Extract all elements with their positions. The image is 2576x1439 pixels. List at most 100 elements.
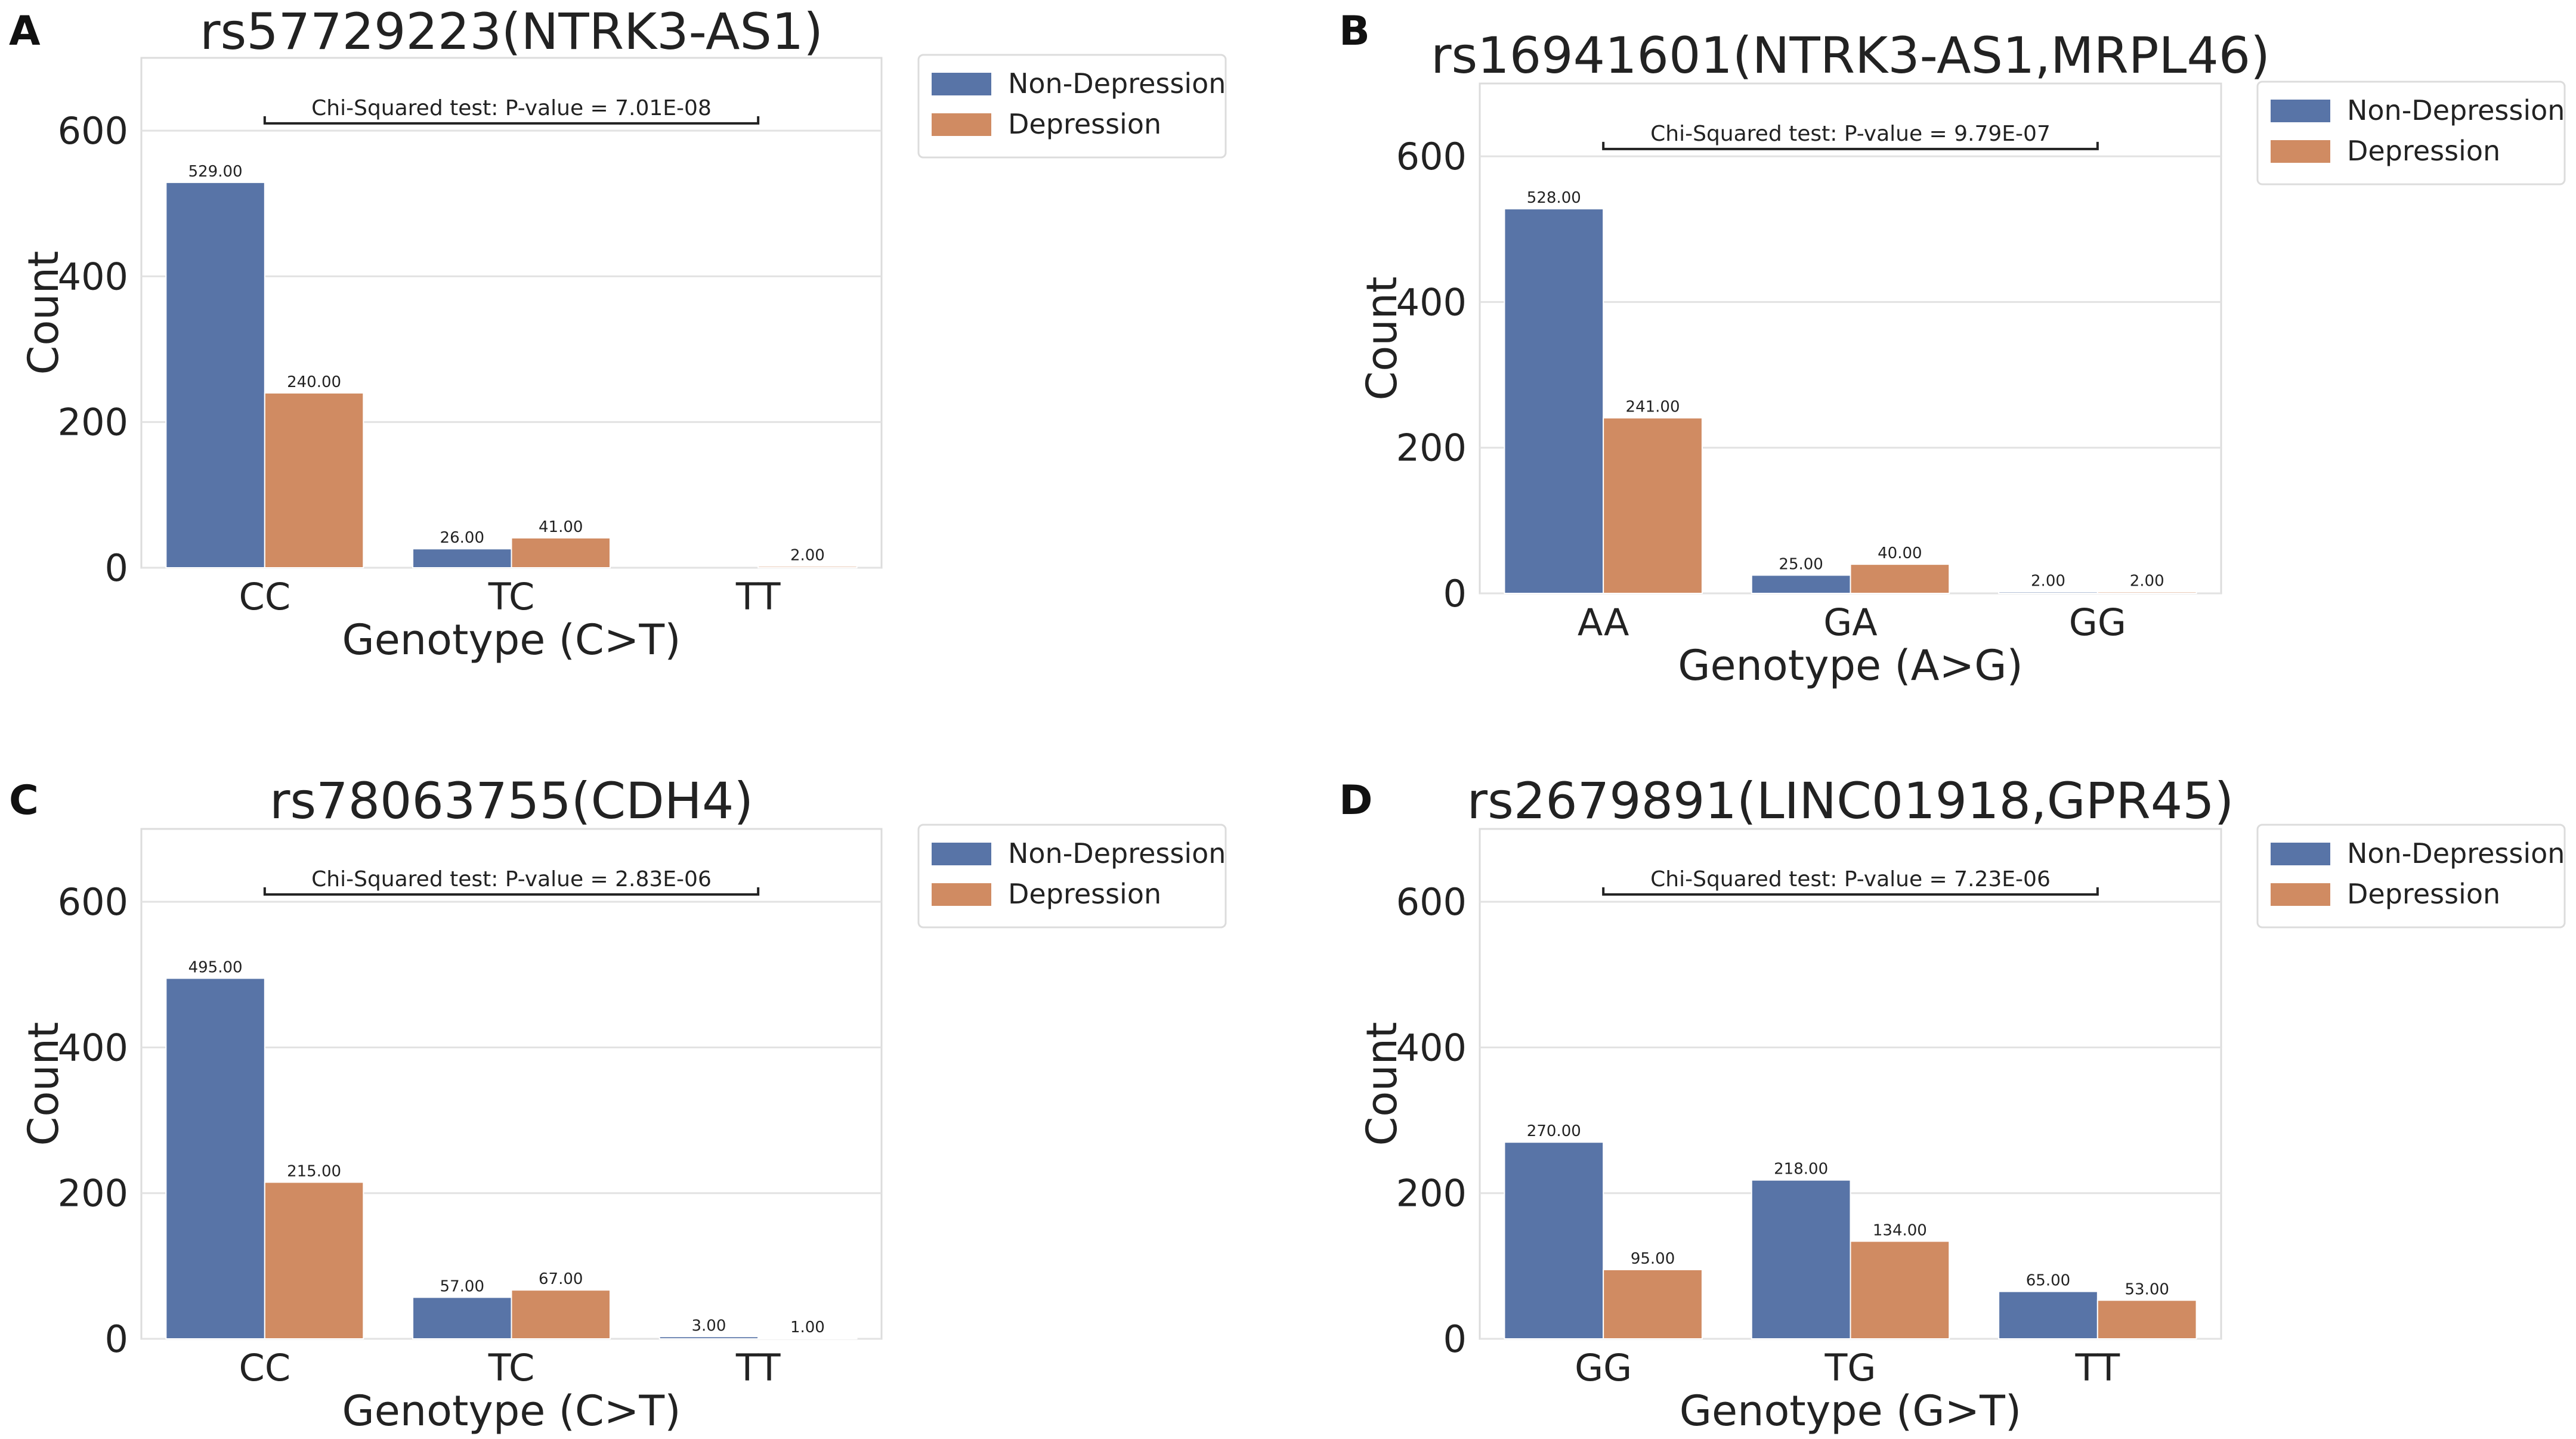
data-label: 240.00 xyxy=(287,373,341,391)
significance-annotation: Chi-Squared test: P-value = 7.01E-08 xyxy=(311,96,712,120)
chart-title: rs78063755(CDH4) xyxy=(270,772,753,830)
data-label: 2.00 xyxy=(2031,572,2065,590)
y-tick-label: 200 xyxy=(58,401,128,444)
y-tick-label: 400 xyxy=(58,1026,128,1069)
data-label: 2.00 xyxy=(2130,572,2164,590)
x-tick-label: CC xyxy=(239,575,291,618)
data-label: 65.00 xyxy=(2026,1272,2070,1290)
legend-label: Non-Depression xyxy=(2347,837,2565,869)
bar-non-depression-tg xyxy=(1751,1179,1851,1339)
legend-label: Non-Depression xyxy=(1008,837,1226,869)
data-label: 528.00 xyxy=(1527,189,1581,207)
legend-swatch-non-depression xyxy=(2271,843,2330,865)
legend-label: Non-Depression xyxy=(2347,94,2565,126)
bar-depression-tt xyxy=(757,1337,858,1339)
legend-label: Depression xyxy=(1008,108,1161,140)
legend-label: Depression xyxy=(2347,135,2500,167)
y-tick-label: 400 xyxy=(1396,1026,1467,1069)
bar-non-depression-ga xyxy=(1751,574,1851,595)
x-tick-label: TT xyxy=(735,1346,781,1390)
bar-depression-tc xyxy=(511,1289,611,1340)
bar-depression-tt xyxy=(2096,1299,2197,1340)
x-tick-label: GG xyxy=(2069,601,2126,644)
data-label: 270.00 xyxy=(1527,1122,1581,1140)
bar-non-depression-gg xyxy=(1504,1141,1604,1339)
data-label: 215.00 xyxy=(287,1162,341,1180)
bar-non-depression-tt xyxy=(658,1336,759,1339)
bar-depression-tt xyxy=(757,565,858,568)
bar-non-depression-tt xyxy=(1998,1291,2098,1340)
bar-non-depression-tc xyxy=(412,548,512,569)
data-label: 41.00 xyxy=(539,518,583,536)
y-tick-label: 200 xyxy=(1396,1172,1467,1215)
y-tick-label: 0 xyxy=(1443,572,1467,615)
significance-bracket xyxy=(1602,141,2099,150)
y-tick-label: 400 xyxy=(58,255,128,298)
y-tick-label: 600 xyxy=(1396,135,1467,178)
y-tick-label: 200 xyxy=(1396,426,1467,470)
panel-letter: C xyxy=(9,777,39,824)
data-label: 40.00 xyxy=(1878,544,1922,562)
y-tick-label: 200 xyxy=(58,1172,128,1215)
panel-letter: D xyxy=(1339,777,1372,824)
panel-letter: A xyxy=(9,8,41,55)
significance-annotation: Chi-Squared test: P-value = 2.83E-06 xyxy=(311,867,712,892)
chart-title: rs16941601(NTRK3-AS1,MRPL46) xyxy=(1431,26,2270,85)
legend-frame xyxy=(917,824,1227,929)
data-label: 25.00 xyxy=(1779,555,1823,573)
legend-frame xyxy=(917,54,1227,159)
x-tick-label: GA xyxy=(1823,601,1877,644)
chart-title: rs2679891(LINC01918,GPR45) xyxy=(1467,772,2234,830)
bar-depression-gg xyxy=(2096,591,2197,594)
legend-swatch-depression xyxy=(2271,140,2330,163)
x-tick-label: AA xyxy=(1578,601,1629,644)
significance-bracket xyxy=(263,887,760,896)
bar-non-depression-tc xyxy=(412,1296,512,1340)
legend: Non-Depression Depression xyxy=(917,54,1227,159)
x-axis-label: Genotype (A>G) xyxy=(1678,641,2023,690)
y-axis-label: Count xyxy=(1357,277,1406,401)
y-tick-label: 0 xyxy=(105,546,128,590)
bar-non-depression-gg xyxy=(1998,591,2098,594)
legend-label: Depression xyxy=(1008,878,1161,910)
panel-letter: B xyxy=(1339,8,1370,55)
data-label: 26.00 xyxy=(440,529,484,547)
legend-swatch-non-depression xyxy=(2271,100,2330,122)
y-tick-label: 0 xyxy=(105,1317,128,1361)
legend-frame xyxy=(2256,81,2566,185)
data-label: 3.00 xyxy=(691,1317,726,1335)
data-label: 67.00 xyxy=(539,1270,583,1288)
legend-frame xyxy=(2256,824,2566,929)
legend-label: Depression xyxy=(2347,878,2500,910)
bar-depression-cc xyxy=(264,1181,364,1339)
bar-non-depression-cc xyxy=(165,181,265,569)
x-tick-label: CC xyxy=(239,1346,291,1390)
significance-annotation: Chi-Squared test: P-value = 7.23E-06 xyxy=(1650,867,2051,892)
bar-depression-tg xyxy=(1850,1240,1950,1340)
significance-annotation: Chi-Squared test: P-value = 9.79E-07 xyxy=(1650,122,2051,146)
significance-bracket xyxy=(263,116,760,125)
y-axis-label: Count xyxy=(19,251,68,375)
data-label: 241.00 xyxy=(1626,398,1680,416)
x-tick-label: TT xyxy=(2075,1346,2121,1390)
legend-swatch-non-depression xyxy=(932,73,991,95)
legend-label: Non-Depression xyxy=(1008,67,1226,100)
legend-swatch-depression xyxy=(2271,883,2330,906)
x-tick-label: TC xyxy=(488,1346,535,1390)
y-tick-label: 600 xyxy=(1396,880,1467,924)
legend-swatch-depression xyxy=(932,113,991,136)
bar-non-depression-aa xyxy=(1504,208,1604,595)
bar-depression-gg xyxy=(1603,1268,1703,1340)
x-axis-label: Genotype (C>T) xyxy=(342,615,681,664)
data-label: 495.00 xyxy=(188,958,243,976)
legend-swatch-non-depression xyxy=(932,843,991,865)
legend: Non-Depression Depression xyxy=(917,824,1227,929)
data-label: 134.00 xyxy=(1873,1221,1927,1239)
legend-swatch-depression xyxy=(932,883,991,906)
y-tick-label: 0 xyxy=(1443,1317,1467,1361)
